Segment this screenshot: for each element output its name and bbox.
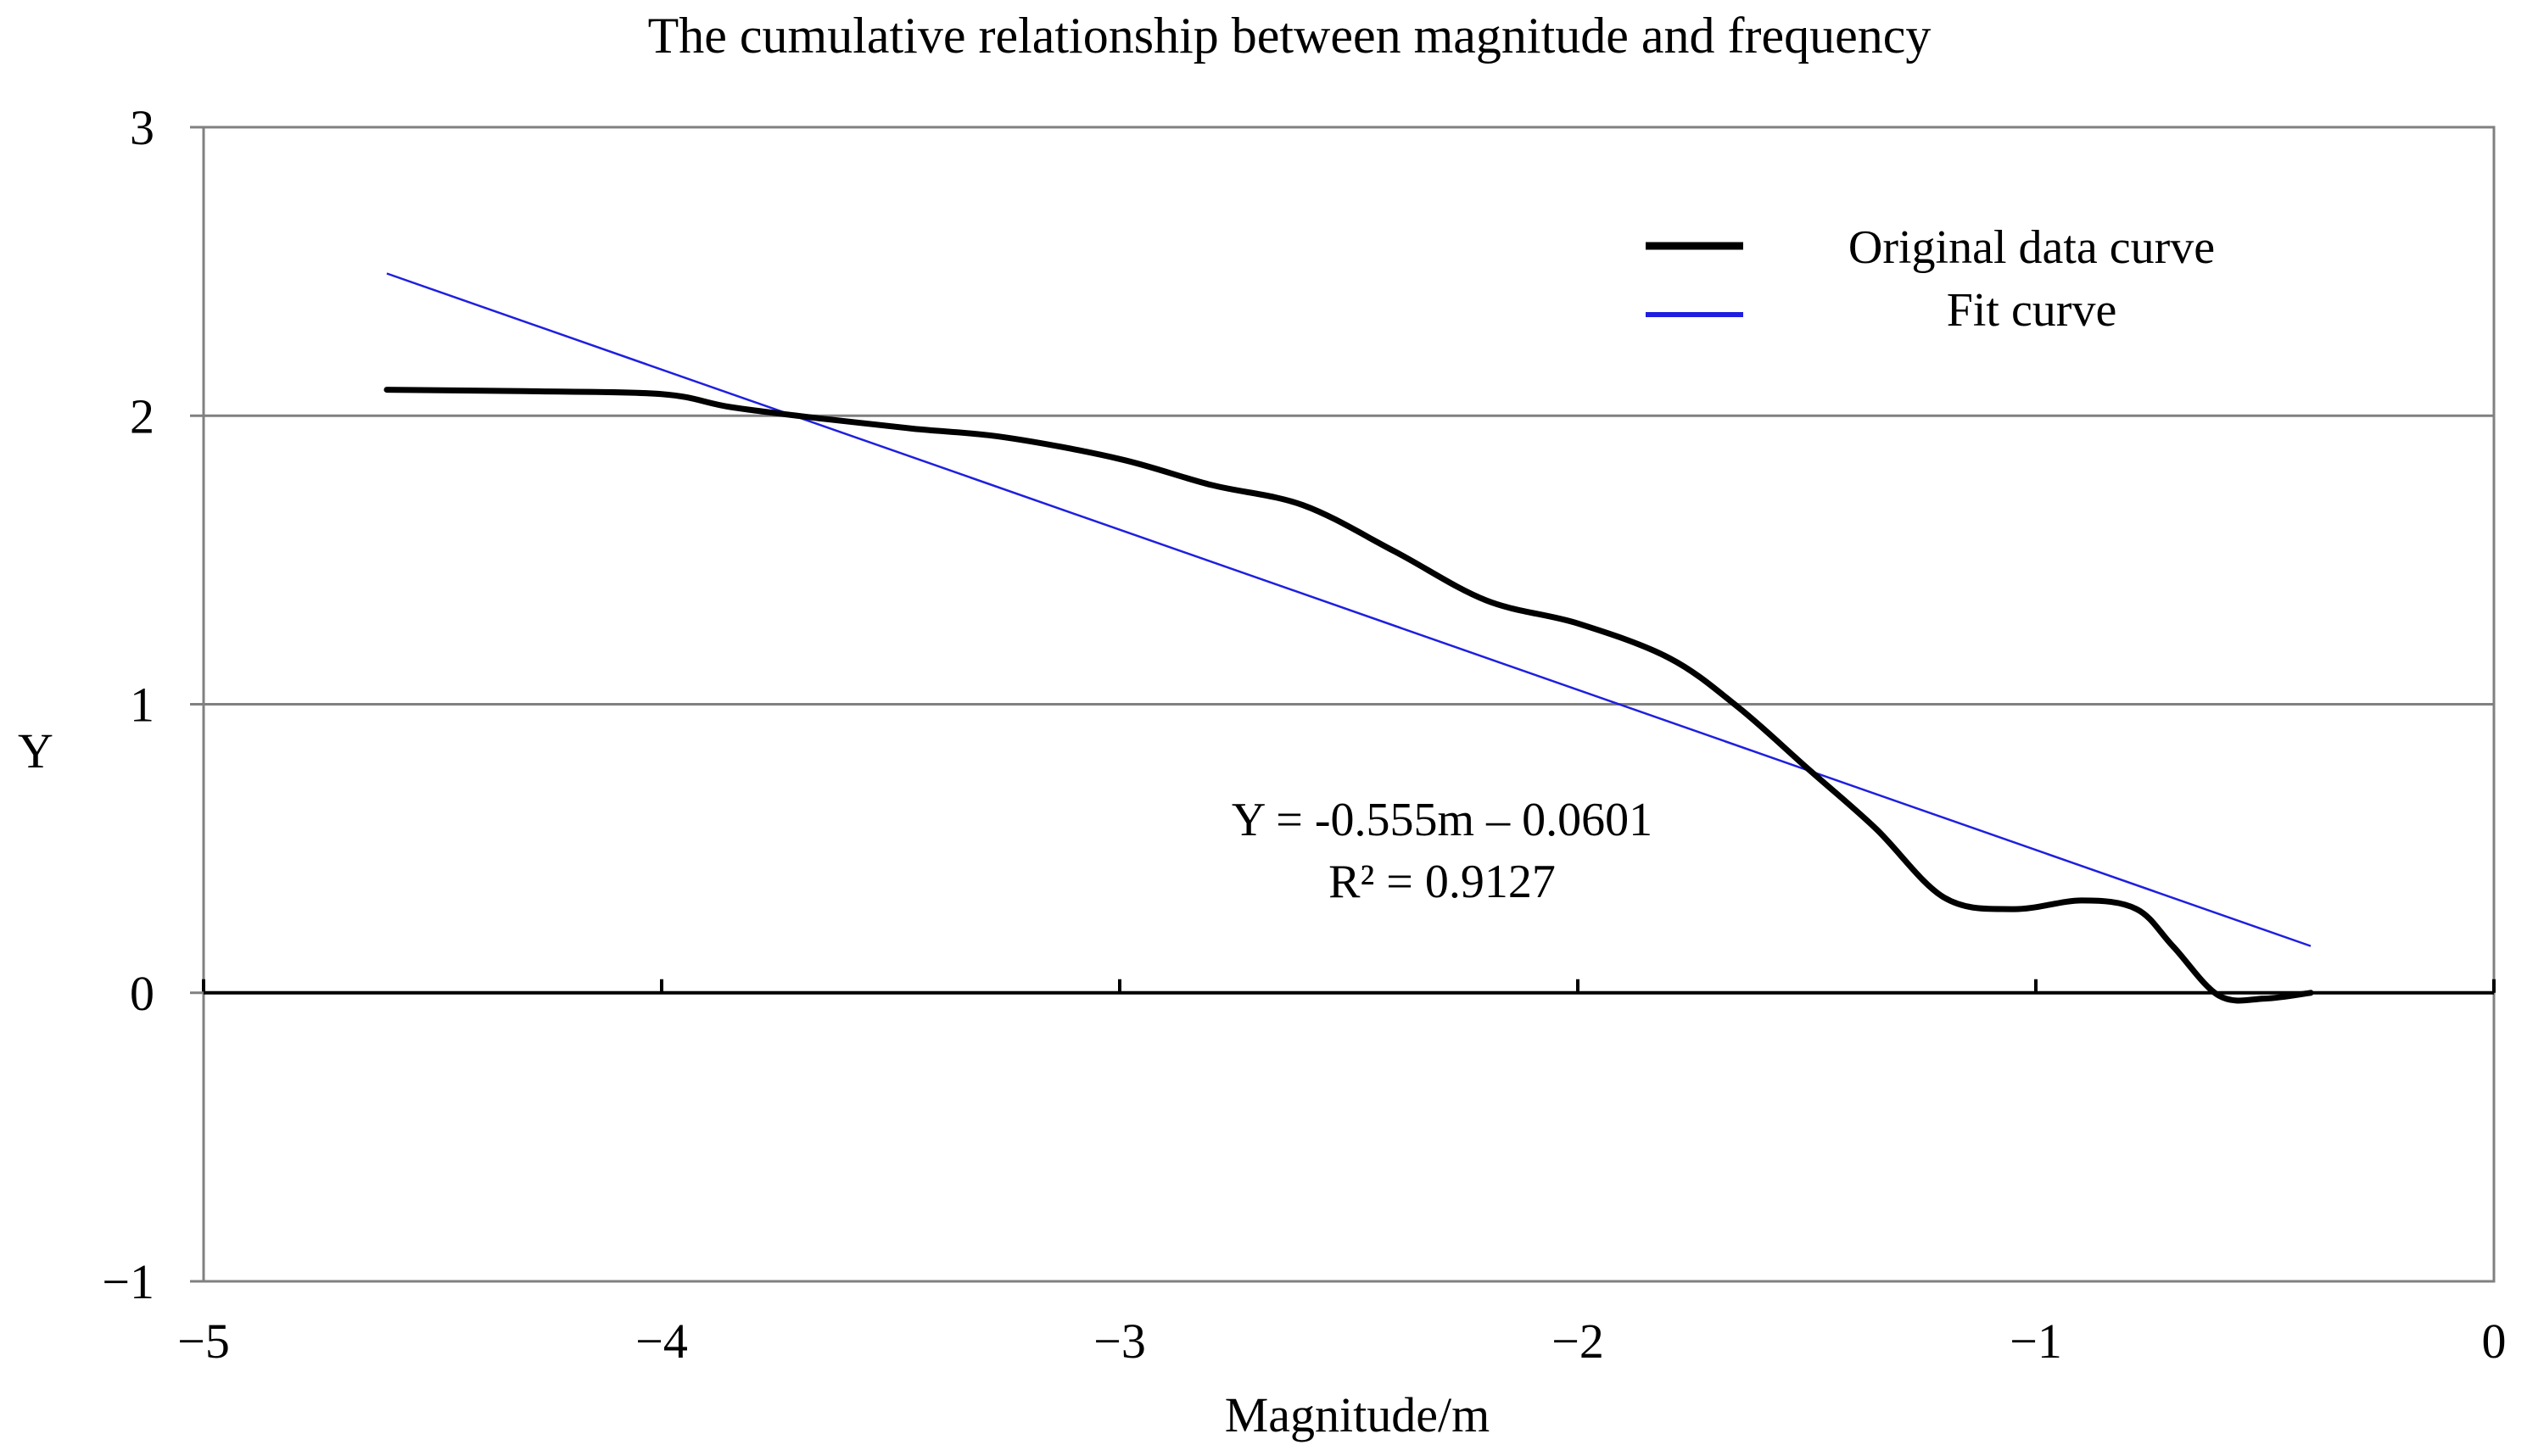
- series-original-data-curve: [383, 387, 2314, 1004]
- series-fit-curve: [386, 272, 2312, 947]
- legend-label-fit: Fit curve: [1947, 284, 2117, 337]
- legend: Original data curve Fit curve: [1646, 221, 2215, 337]
- x-tick-label: −3: [1093, 1314, 1146, 1369]
- y-tick-label: 1: [130, 678, 154, 733]
- x-tick-label: −4: [635, 1314, 688, 1369]
- x-tick-label: −1: [2010, 1314, 2062, 1369]
- chart-title: The cumulative relationship between magn…: [648, 8, 1932, 64]
- y-tick-label: −1: [102, 1254, 154, 1309]
- grid: [204, 414, 2494, 706]
- x-tick-label: −2: [1551, 1314, 1604, 1369]
- axes: [190, 126, 2496, 1283]
- tick-labels: −5 −4 −3 −2 −1 0 −1 0 1 2 3: [102, 100, 2506, 1369]
- r-squared: R² = 0.9127: [1328, 856, 1556, 908]
- x-tick-label: 0: [2482, 1314, 2507, 1369]
- fit-equation: Y = -0.555m – 0.0601: [1232, 794, 1652, 846]
- legend-label-original: Original data curve: [1848, 221, 2215, 274]
- y-tick-label: 3: [130, 100, 154, 155]
- x-axis-label: Magnitude/m: [1225, 1387, 1490, 1442]
- y-tick-label: 0: [130, 966, 154, 1021]
- y-tick-label: 2: [130, 388, 154, 443]
- series-layer: [383, 272, 2314, 1004]
- x-tick-label: −5: [177, 1314, 230, 1369]
- y-axis-label: Y: [18, 723, 53, 778]
